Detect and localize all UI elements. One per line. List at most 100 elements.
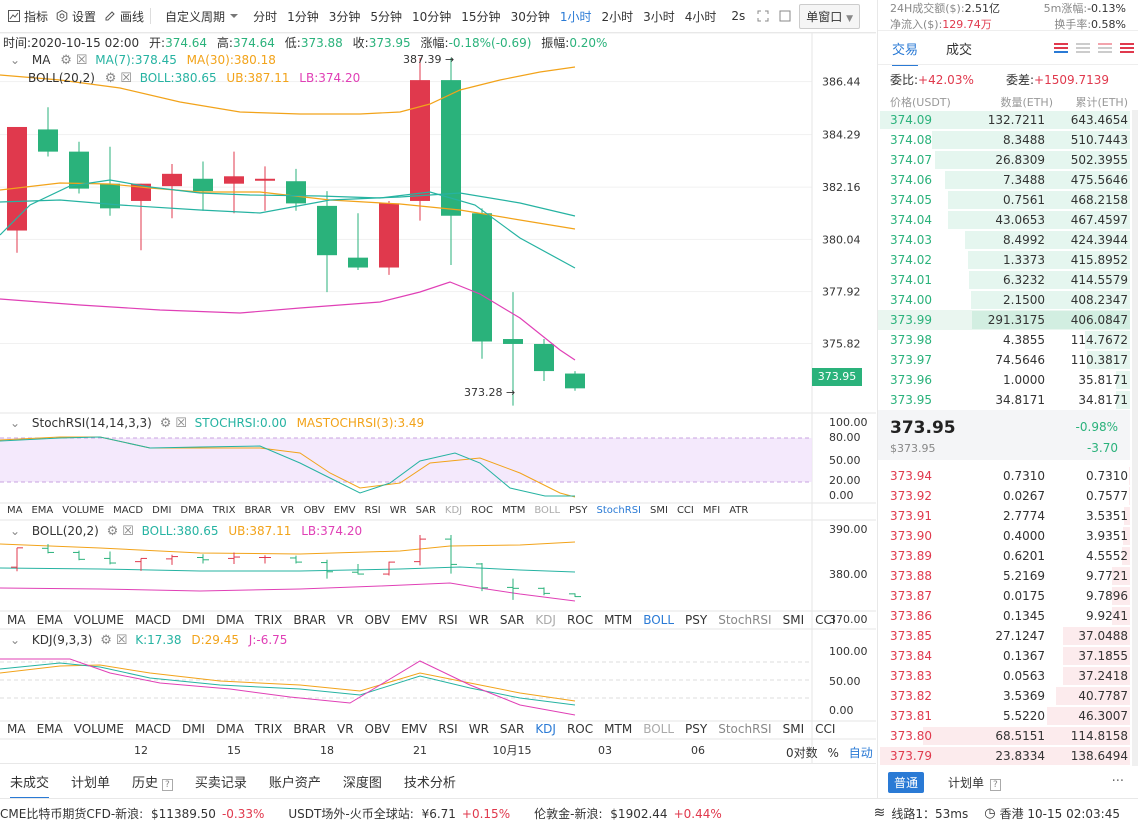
collapse-icon[interactable]: ⌄ <box>10 416 21 430</box>
indicator-tab-sar[interactable]: SAR <box>499 722 525 736</box>
indicator-tab-wr[interactable]: WR <box>468 613 489 627</box>
indicator-tab-roc[interactable]: ROC <box>566 722 594 736</box>
orderbook-row[interactable]: 373.97 74.5646 110.3817 <box>878 350 1130 370</box>
indicator-tab-ma[interactable]: MA <box>7 505 23 516</box>
orderbook-row[interactable]: 374.01 6.3232 414.5579 <box>878 270 1130 290</box>
orderbook-row[interactable]: 374.08 8.3488 510.7443 <box>878 130 1130 150</box>
close-icon[interactable]: ☒ <box>122 524 134 539</box>
indicator-tab-boll[interactable]: BOLL <box>534 505 561 516</box>
book-asks-icon[interactable] <box>1098 42 1112 54</box>
indicator-tab-ema[interactable]: EMA <box>36 613 63 627</box>
interval-4[interactable]: 10分钟 <box>412 9 452 24</box>
orderbook-row[interactable]: 373.86 0.1345 9.9241 <box>878 606 1130 626</box>
indicator-tab-ma[interactable]: MA <box>7 722 26 736</box>
indicator-tab-dma[interactable]: DMA <box>180 505 204 516</box>
indicator-tab-trix[interactable]: TRIX <box>254 613 283 627</box>
bottom-tab-0[interactable]: 未成交 <box>10 772 50 799</box>
settings-button[interactable]: 设置 <box>56 8 96 25</box>
indicator-tab-emv[interactable]: EMV <box>401 613 428 627</box>
bottom-tab-1[interactable]: 计划单 <box>71 775 111 791</box>
indicator-tab-brar[interactable]: BRAR <box>293 722 326 736</box>
log-scale-toggle[interactable]: 0对数 <box>786 746 818 760</box>
close-icon[interactable]: ☒ <box>175 416 187 431</box>
line-status[interactable]: 线路1：53ms <box>891 806 969 821</box>
indicator-tab-macd[interactable]: MACD <box>113 505 144 516</box>
indicator-tab-rsi[interactable]: RSI <box>438 722 458 736</box>
indicator-tab-emv[interactable]: EMV <box>333 505 356 516</box>
indicator-tab-boll[interactable]: BOLL <box>643 722 675 736</box>
indicators-button[interactable]: 指标 <box>8 8 48 25</box>
interval-1[interactable]: 1分钟 <box>287 9 319 24</box>
order-type-normal[interactable]: 普通 <box>888 772 925 793</box>
indicator-tab-roc[interactable]: ROC <box>566 613 594 627</box>
help-icon[interactable]: ? <box>162 778 173 791</box>
expand-icon[interactable] <box>757 10 769 22</box>
window-mode-select[interactable]: 单窗口 ▼ <box>799 3 860 29</box>
orderbook-row[interactable]: 373.96 1.0000 35.8171 <box>878 370 1130 390</box>
orderbook-row[interactable]: 373.91 2.7774 3.5351 <box>878 506 1130 526</box>
indicator-tab-roc[interactable]: ROC <box>471 505 493 516</box>
tab-deal[interactable]: 成交 <box>946 43 973 58</box>
orderbook-row[interactable]: 373.92 0.0267 0.7577 <box>878 486 1130 506</box>
orderbook-row[interactable]: 373.80 68.5151 114.8158 <box>878 726 1130 746</box>
scrollbar[interactable] <box>1132 110 1138 766</box>
indicator-tab-stochrsi[interactable]: StochRSI <box>718 613 772 627</box>
indicator-tab-sar[interactable]: SAR <box>499 613 525 627</box>
interval-2[interactable]: 3分钟 <box>328 9 361 24</box>
indicator-tab-stochrsi[interactable]: StochRSI <box>596 505 641 516</box>
gear-icon[interactable]: ⚙ <box>60 53 72 68</box>
book-bids-icon[interactable] <box>1076 42 1090 54</box>
orderbook-row[interactable]: 374.03 8.4992 424.3944 <box>878 230 1130 250</box>
bottom-tab-5[interactable]: 深度图 <box>342 775 382 791</box>
indicator-tab-rsi[interactable]: RSI <box>364 505 381 516</box>
orderbook-row[interactable]: 373.90 0.4000 3.9351 <box>878 526 1130 546</box>
bottom-tab-3[interactable]: 买卖记录 <box>194 775 247 791</box>
indicator-tab-dmi[interactable]: DMI <box>181 722 206 736</box>
orderbook-row[interactable]: 373.83 0.0563 37.2418 <box>878 666 1130 686</box>
orderbook-row[interactable]: 373.79 23.8334 138.6494 <box>878 746 1130 766</box>
gear-icon[interactable]: ⚙ <box>106 524 119 539</box>
indicator-tab-psy[interactable]: PSY <box>685 613 708 627</box>
collapse-icon[interactable]: ⌄ <box>10 633 21 647</box>
indicator-tab-kdj[interactable]: KDJ <box>535 722 556 736</box>
orderbook-row[interactable]: 373.88 5.2169 9.7721 <box>878 566 1130 586</box>
more-icon[interactable]: ··· <box>1111 774 1124 789</box>
interval-9[interactable]: 3小时 <box>643 9 675 24</box>
indicator-tab-wr[interactable]: WR <box>389 505 407 516</box>
orderbook-row[interactable]: 373.87 0.0175 9.7896 <box>878 586 1130 606</box>
indicator-tab-brar[interactable]: BRAR <box>293 613 326 627</box>
indicator-tab-ema[interactable]: EMA <box>31 505 54 516</box>
indicator-tab-dmi[interactable]: DMI <box>152 505 172 516</box>
refresh-rate[interactable]: 2s <box>731 9 746 23</box>
orderbook-row[interactable]: 373.99 291.3175 406.0847 <box>878 310 1130 330</box>
interval-3[interactable]: 5分钟 <box>370 9 402 24</box>
indicator-tab-wr[interactable]: WR <box>468 722 489 736</box>
order-type-plan[interactable]: 计划单? <box>948 774 1001 791</box>
close-icon[interactable]: ☒ <box>120 71 132 86</box>
interval-8[interactable]: 2小时 <box>601 9 634 24</box>
indicator-tab-cci[interactable]: CCI <box>815 613 836 627</box>
interval-7[interactable]: 1小时 <box>559 9 592 24</box>
indicator-tab-obv[interactable]: OBV <box>303 505 325 516</box>
orderbook-row[interactable]: 373.85 27.1247 37.0488 <box>878 626 1130 646</box>
collapse-icon[interactable]: ⌄ <box>10 524 21 538</box>
orderbook-row[interactable]: 373.81 5.5220 46.3007 <box>878 706 1130 726</box>
indicator-tab-ema[interactable]: EMA <box>36 722 63 736</box>
indicator-tab-vr[interactable]: VR <box>280 505 295 516</box>
orderbook-row[interactable]: 374.02 1.3373 415.8952 <box>878 250 1130 270</box>
indicator-tab-mfi[interactable]: MFI <box>702 505 721 516</box>
orderbook-row[interactable]: 373.95 34.8171 34.8171 <box>878 390 1130 410</box>
kline-chart[interactable]: 386.44 384.29 382.16 380.04 377.92 375.82 100… <box>0 33 876 763</box>
draw-button[interactable]: 画线 <box>104 8 144 25</box>
indicator-tab-volume[interactable]: VOLUME <box>73 722 124 736</box>
indicator-tab-dma[interactable]: DMA <box>216 613 244 627</box>
indicator-tab-stochrsi[interactable]: StochRSI <box>718 722 772 736</box>
interval-0[interactable]: 分时 <box>253 9 278 24</box>
indicator-tab-mtm[interactable]: MTM <box>501 505 526 516</box>
indicator-tab-emv[interactable]: EMV <box>401 722 428 736</box>
indicator-tab-volume[interactable]: VOLUME <box>62 505 105 516</box>
bottom-tab-2[interactable]: 历史? <box>132 772 173 791</box>
ticker-item[interactable]: USDT场外-火币全球站: ¥6.71 +0.15% <box>288 805 510 822</box>
bottom-tab-6[interactable]: 技术分析 <box>403 775 456 791</box>
indicator-tab-macd[interactable]: MACD <box>134 722 171 736</box>
